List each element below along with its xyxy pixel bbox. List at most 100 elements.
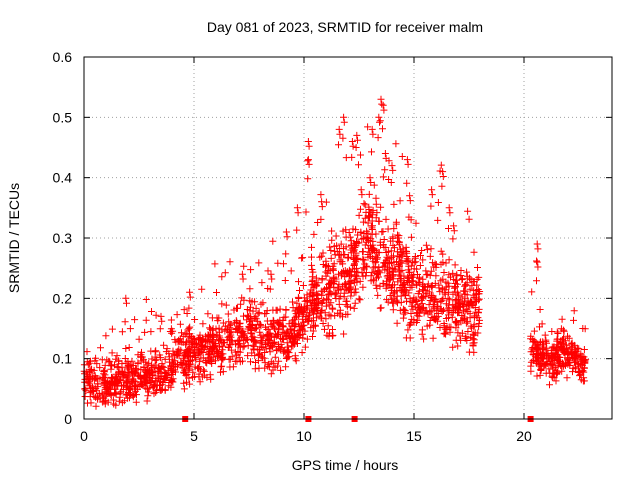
data-point — [432, 295, 440, 303]
data-point — [167, 371, 175, 378]
data-point — [404, 160, 412, 168]
data-point — [466, 310, 474, 318]
x-axis-label: GPS time / hours — [292, 457, 399, 473]
data-point — [433, 298, 441, 306]
data-point — [394, 252, 402, 260]
data-point — [533, 258, 541, 266]
data-point — [407, 233, 415, 241]
data-point — [389, 233, 397, 241]
x-axis-ticks: 0 5 10 15 20 — [80, 57, 532, 444]
data-point — [558, 338, 566, 346]
data-point — [308, 253, 315, 261]
data-point — [191, 363, 199, 371]
data-point — [276, 346, 284, 354]
data-point — [418, 300, 426, 308]
data-point — [373, 284, 381, 292]
data-point — [378, 228, 386, 236]
data-point — [304, 156, 312, 164]
data-point — [409, 299, 417, 306]
data-point — [475, 305, 483, 313]
data-point — [243, 335, 251, 343]
data-point — [461, 282, 469, 290]
data-point — [328, 227, 336, 235]
data-point — [564, 349, 572, 357]
data-point — [251, 324, 259, 332]
data-point — [473, 275, 481, 283]
data-point — [191, 347, 199, 355]
data-point — [326, 243, 334, 251]
data-point — [156, 325, 164, 333]
data-point — [183, 378, 190, 386]
data-point — [255, 259, 263, 267]
data-point — [422, 271, 430, 279]
data-point — [269, 237, 277, 245]
data-point — [319, 249, 327, 257]
data-point — [226, 258, 234, 266]
y-tick-label: 0 — [64, 411, 72, 427]
data-point — [290, 338, 298, 346]
data-point — [580, 346, 588, 353]
data-point — [534, 343, 541, 351]
data-point — [189, 348, 197, 356]
data-point — [396, 197, 404, 205]
data-point — [359, 283, 367, 291]
data-point — [411, 253, 419, 260]
data-point — [275, 325, 282, 333]
data-point — [533, 240, 541, 248]
data-point — [134, 351, 142, 359]
data-point — [156, 385, 164, 393]
data-point — [387, 273, 395, 281]
data-point — [308, 317, 316, 325]
data-point — [411, 303, 419, 311]
data-point — [117, 388, 125, 396]
data-point — [451, 261, 459, 269]
data-point — [384, 263, 392, 271]
data-point — [107, 362, 115, 370]
data-point — [558, 315, 566, 323]
data-point — [446, 296, 454, 304]
data-point — [247, 303, 254, 311]
data-point — [108, 349, 116, 357]
data-point — [378, 100, 386, 108]
data-point — [368, 148, 375, 156]
data-point — [128, 379, 136, 387]
data-point — [191, 316, 199, 323]
data-point — [86, 374, 94, 382]
data-point — [277, 340, 285, 348]
data-point — [536, 371, 544, 379]
data-point — [170, 360, 177, 368]
data-point — [379, 125, 386, 133]
data-point — [463, 305, 471, 313]
data-point — [83, 370, 91, 378]
data-point — [577, 350, 585, 358]
data-point — [344, 254, 352, 262]
data-point — [399, 245, 407, 253]
data-point — [282, 313, 290, 321]
data-point — [437, 161, 445, 169]
x-tick-label: 10 — [296, 428, 312, 444]
data-point — [123, 390, 131, 398]
data-point — [342, 226, 350, 234]
data-point — [314, 291, 322, 299]
data-point — [395, 239, 403, 247]
data-point — [358, 269, 366, 277]
data-point — [580, 377, 588, 385]
data-point — [445, 271, 453, 279]
data-point — [463, 268, 471, 276]
data-point — [322, 302, 330, 310]
data-point — [452, 336, 460, 344]
data-point — [291, 352, 299, 360]
data-point — [350, 247, 358, 255]
data-point — [443, 324, 451, 332]
data-point — [318, 300, 326, 307]
data-point — [442, 259, 450, 267]
data-point — [331, 247, 339, 255]
data-point — [309, 333, 316, 340]
data-point — [227, 341, 235, 349]
data-point — [101, 361, 109, 369]
data-point — [436, 324, 444, 331]
data-point — [283, 339, 291, 347]
data-point — [180, 385, 188, 393]
data-point — [371, 263, 379, 271]
data-point — [548, 343, 556, 351]
